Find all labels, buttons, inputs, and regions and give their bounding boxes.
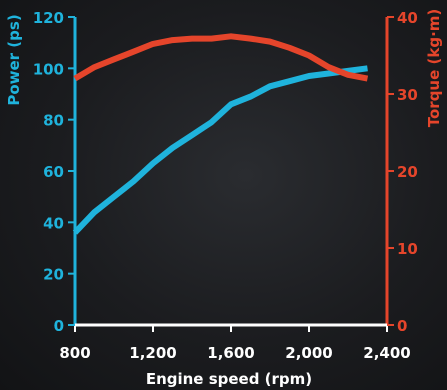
x-tick-label: 1,600 <box>207 344 254 362</box>
left-tick-label: 40 <box>43 214 64 232</box>
left-tick-label: 100 <box>33 60 64 78</box>
left-tick-label: 60 <box>43 163 64 181</box>
chart-labels: Engine speed (rpm) Power (ps) Torque (kg… <box>5 9 443 388</box>
right-tick-label: 10 <box>397 240 418 258</box>
right-tick-label: 0 <box>397 317 407 335</box>
x-tick-label: 1,200 <box>129 344 176 362</box>
left-tick-label: 80 <box>43 112 64 130</box>
right-tick-label: 20 <box>397 163 418 181</box>
left-tick-label: 120 <box>33 9 64 27</box>
x-axis-title: Engine speed (rpm) <box>146 370 312 388</box>
chart-axes: 800 1,200 1,600 2,000 2,400 0 20 40 60 80 100 120 0 1… <box>33 9 418 362</box>
x-tick-label: 2,400 <box>363 344 410 362</box>
left-axis-title: Power (ps) <box>5 14 23 105</box>
right-tick-label: 40 <box>397 9 418 27</box>
chart-series <box>75 36 368 233</box>
power-series-line <box>75 68 368 232</box>
left-tick-label: 20 <box>43 266 64 284</box>
right-axis-title: Torque (kg·m) <box>425 9 443 128</box>
left-tick-label: 0 <box>54 317 64 335</box>
right-tick-label: 30 <box>397 86 418 104</box>
x-tick-label: 800 <box>59 344 90 362</box>
x-tick-label: 2,000 <box>285 344 332 362</box>
